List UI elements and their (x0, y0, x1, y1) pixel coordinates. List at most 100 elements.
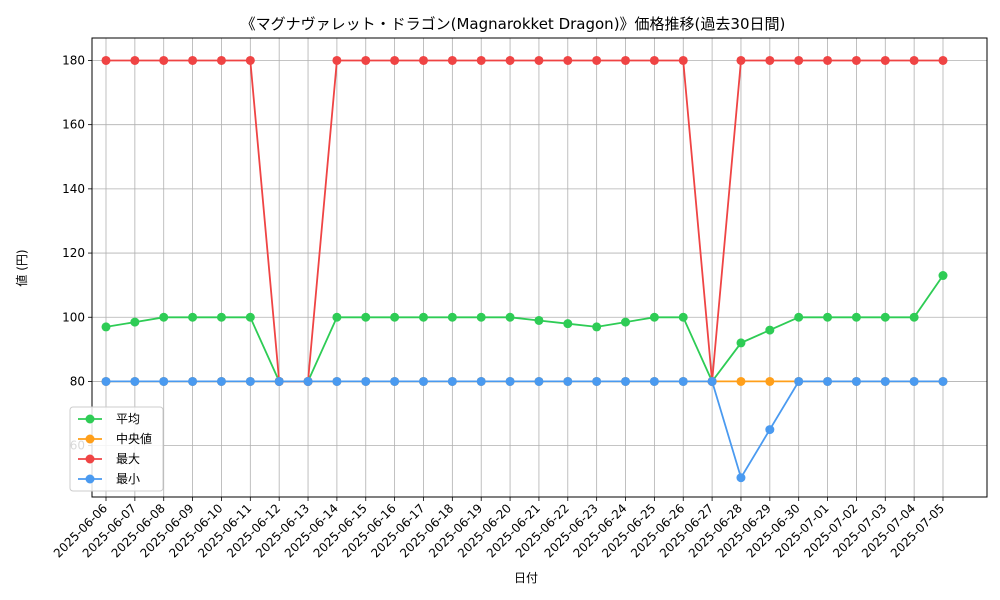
data-point (592, 376, 602, 386)
data-point (909, 312, 919, 322)
data-point (361, 312, 371, 322)
data-point (130, 317, 140, 327)
grid-lines (92, 38, 987, 497)
legend-label: 最大 (116, 452, 140, 466)
data-point (447, 312, 457, 322)
x-axis-ticks: 2025-06-062025-06-072025-06-082025-06-09… (51, 497, 947, 560)
data-point (534, 55, 544, 65)
y-tick-label: 140 (62, 182, 85, 196)
series-line (105, 274, 944, 384)
y-tick-label: 180 (62, 53, 85, 67)
data-point (765, 325, 775, 335)
data-point (245, 55, 255, 65)
data-point (794, 312, 804, 322)
data-point (418, 55, 428, 65)
data-point (159, 376, 169, 386)
data-point (332, 312, 342, 322)
y-tick-label: 100 (62, 310, 85, 324)
data-point (707, 376, 717, 386)
y-tick-label: 120 (62, 246, 85, 260)
data-point (476, 312, 486, 322)
data-point (303, 376, 313, 386)
data-point (159, 312, 169, 322)
data-point (938, 55, 948, 65)
series-layer (101, 55, 948, 483)
data-point (130, 55, 140, 65)
data-point (361, 55, 371, 65)
data-point (563, 55, 573, 65)
data-point (390, 376, 400, 386)
data-point (245, 376, 255, 386)
data-point (736, 55, 746, 65)
data-point (216, 55, 226, 65)
data-point (216, 376, 226, 386)
y-axis-ticks: 6080100120140160180 (62, 53, 92, 453)
data-point (245, 312, 255, 322)
data-point (332, 55, 342, 65)
data-point (765, 425, 775, 435)
data-point (534, 376, 544, 386)
data-point (505, 55, 515, 65)
data-point (216, 312, 226, 322)
data-point (505, 376, 515, 386)
data-point (794, 376, 804, 386)
data-point (678, 55, 688, 65)
data-point (649, 312, 659, 322)
data-point (621, 55, 631, 65)
data-point (678, 312, 688, 322)
data-point (765, 376, 775, 386)
data-point (274, 376, 284, 386)
data-point (736, 473, 746, 483)
data-point (621, 317, 631, 327)
data-point (823, 55, 833, 65)
data-point (909, 55, 919, 65)
legend-marker (85, 414, 95, 424)
data-point (621, 376, 631, 386)
data-point (736, 376, 746, 386)
plot-frame (91, 37, 988, 498)
data-point (188, 376, 198, 386)
data-point (101, 376, 111, 386)
series-1 (101, 271, 948, 386)
data-point (101, 322, 111, 332)
series-line (106, 380, 943, 480)
data-point (880, 376, 890, 386)
y-axis-label: 値 (円) (14, 249, 29, 286)
data-point (390, 312, 400, 322)
series-4 (101, 376, 948, 483)
data-point (823, 312, 833, 322)
data-point (851, 312, 861, 322)
data-point (736, 338, 746, 348)
data-point (563, 376, 573, 386)
data-point (390, 55, 400, 65)
data-point (563, 319, 573, 329)
chart-title: 《マグナヴァレット・ドラゴン(Magnarokket Dragon)》価格推移(… (241, 15, 786, 33)
legend-item: 最大 (78, 452, 140, 466)
series-line (106, 59, 943, 383)
legend-item: 平均 (78, 412, 140, 426)
data-point (101, 55, 111, 65)
data-point (649, 376, 659, 386)
legend-item: 最小 (78, 472, 140, 486)
legend-marker (85, 434, 95, 444)
data-point (418, 312, 428, 322)
legend-box (69, 406, 164, 492)
data-point (649, 55, 659, 65)
data-point (765, 55, 775, 65)
data-point (418, 376, 428, 386)
data-point (188, 312, 198, 322)
data-point (851, 55, 861, 65)
data-point (794, 55, 804, 65)
data-point (880, 55, 890, 65)
data-point (159, 55, 169, 65)
data-point (505, 312, 515, 322)
data-point (476, 55, 486, 65)
data-point (361, 376, 371, 386)
data-point (188, 55, 198, 65)
data-point (332, 376, 342, 386)
x-axis-label: 日付 (514, 571, 538, 585)
y-tick-label: 160 (62, 118, 85, 132)
data-point (592, 322, 602, 332)
